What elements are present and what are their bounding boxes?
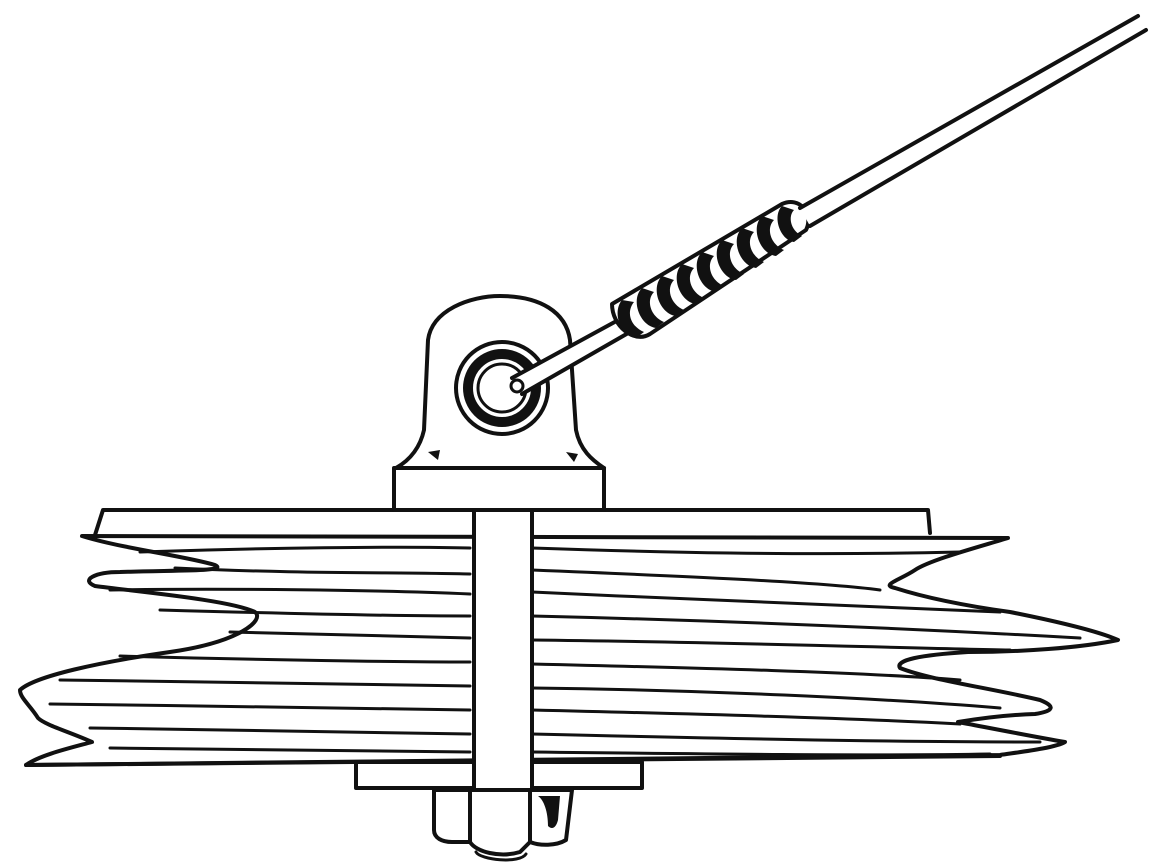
wire-rod-upper [798, 14, 1148, 228]
coil-spring [610, 200, 811, 339]
wooden-board [18, 508, 1120, 767]
hex-nut [432, 788, 574, 862]
eye-ring [454, 340, 550, 436]
bottom-washer-plate [354, 760, 644, 790]
wire-rod-lower [509, 316, 632, 396]
wood-grain-lines [48, 545, 1082, 757]
bolt-shaft [472, 506, 534, 790]
